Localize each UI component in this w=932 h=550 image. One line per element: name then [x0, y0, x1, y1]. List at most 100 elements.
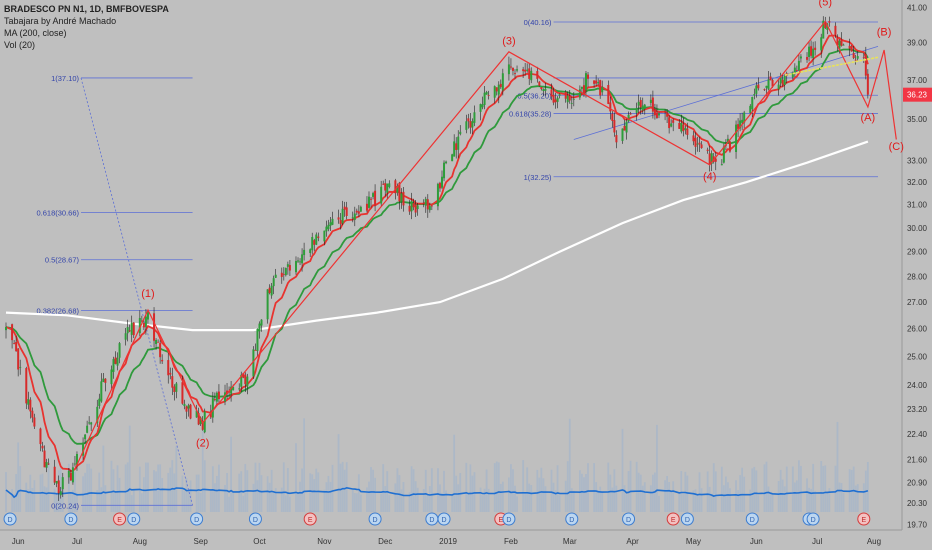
volume-bar — [473, 472, 476, 512]
candle-body — [57, 480, 60, 494]
candle-body — [501, 73, 504, 91]
candle-body — [670, 123, 673, 127]
candle-body — [412, 203, 415, 208]
volume-bar — [426, 494, 429, 512]
candle-body — [672, 120, 675, 123]
volume-bar — [712, 463, 715, 512]
candle-body — [684, 128, 687, 131]
volume-bar — [258, 462, 261, 512]
candle-body — [410, 201, 413, 212]
volume-bar — [649, 485, 652, 512]
volume-bar — [465, 462, 468, 512]
candle-body — [850, 46, 853, 52]
candle-body — [224, 392, 227, 402]
volume-bar — [765, 461, 768, 512]
volume-bar — [826, 491, 829, 512]
candle-body — [797, 60, 800, 71]
volume-bar — [842, 493, 845, 512]
candle-body — [309, 249, 312, 253]
candle-body — [124, 333, 127, 340]
candle-body — [526, 69, 529, 71]
candle-body — [587, 74, 590, 79]
volume-bar — [499, 483, 502, 512]
candle-body — [757, 84, 760, 89]
volume-bar — [528, 483, 531, 512]
candle-body — [627, 114, 630, 122]
event-markers: DDEDDDEDDDEDDDEDDDDE — [3, 512, 871, 526]
volume-bar — [791, 466, 794, 512]
candle-body — [272, 278, 275, 287]
candle-body — [635, 108, 638, 113]
volume-bar — [98, 472, 101, 512]
candle-body — [254, 349, 257, 351]
dividend-icon — [680, 512, 694, 526]
candle-body — [544, 88, 547, 91]
volume-bar — [254, 462, 257, 512]
earnings-icon — [113, 512, 127, 526]
volume-bar — [714, 471, 717, 512]
volume-bar — [530, 485, 533, 512]
candle-body — [755, 85, 758, 94]
price-tick-label: 29.00 — [907, 248, 928, 257]
volume-bar — [767, 486, 770, 512]
candle-body — [59, 491, 62, 496]
candle-body — [678, 122, 681, 129]
candle-body — [280, 272, 283, 277]
volume-bar — [331, 464, 334, 512]
fib-level-label: 1(32.25) — [524, 173, 552, 182]
wave-label: (3) — [502, 36, 515, 48]
candle-body — [668, 117, 671, 129]
volume-bar — [181, 475, 184, 512]
volume-bar — [501, 481, 504, 512]
volume-bar — [327, 475, 330, 512]
volume-bar — [771, 493, 774, 512]
candle-body — [649, 99, 652, 103]
candle-body — [230, 386, 233, 394]
fib-level-label: 0.5(36.20) — [517, 91, 552, 100]
candle-body — [132, 322, 135, 336]
candle-body — [337, 217, 340, 220]
volume-bar — [538, 477, 541, 512]
candle-body — [749, 105, 752, 113]
candle-body — [473, 112, 476, 123]
candle-body — [708, 153, 711, 165]
volume-bar — [280, 487, 283, 512]
event-label: D — [8, 517, 13, 524]
volume-bar — [45, 487, 48, 512]
dividend-icon — [190, 512, 204, 526]
candle-body — [351, 217, 354, 219]
volume-bar — [408, 492, 411, 512]
candle-body — [146, 311, 149, 320]
volume-bar — [55, 492, 58, 512]
fib-level-label: 0.382(26.68) — [36, 306, 79, 315]
volume-bar — [583, 477, 585, 512]
volume-bar — [142, 477, 145, 512]
volume-bar — [609, 474, 612, 512]
volume-bar — [13, 494, 16, 512]
volume-bar — [708, 486, 711, 512]
candle-body — [743, 112, 746, 123]
price-tick-label: 20.30 — [907, 499, 928, 508]
candle-body — [288, 265, 291, 271]
candle-body — [217, 391, 220, 399]
volume-bar — [795, 480, 798, 512]
candle-body — [595, 80, 598, 84]
volume-bar — [430, 468, 433, 512]
candle-body — [260, 319, 263, 326]
candle-body — [15, 341, 18, 352]
volume-bar — [568, 418, 571, 512]
volume-bar — [244, 463, 247, 512]
candle-body — [621, 128, 624, 141]
wave-label: (4) — [703, 171, 716, 183]
volume-bar — [643, 482, 646, 512]
candle-body — [793, 67, 796, 74]
candle-body — [270, 285, 273, 296]
volume-bar — [698, 472, 701, 512]
candle-body — [86, 425, 89, 433]
candle-body — [848, 45, 851, 49]
candle-body — [27, 399, 30, 405]
candle-body — [522, 69, 525, 72]
volume-bar — [722, 485, 725, 512]
candle-body — [836, 37, 839, 46]
